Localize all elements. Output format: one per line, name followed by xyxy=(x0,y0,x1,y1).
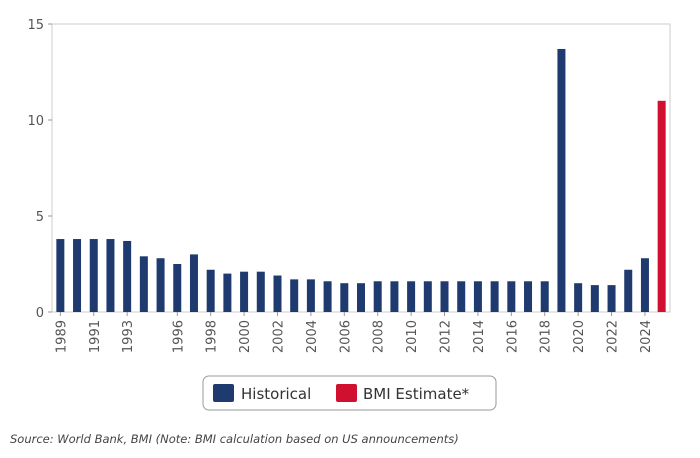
bar-2015 xyxy=(490,281,499,312)
bar-2008 xyxy=(373,281,382,312)
x-tick-label: 2018 xyxy=(539,320,554,353)
bar-2024 xyxy=(640,258,649,312)
bar-1991 xyxy=(89,239,98,312)
y-tick-label: 5 xyxy=(36,210,44,225)
x-tick-label: 2008 xyxy=(372,320,387,353)
x-tick-label: 2014 xyxy=(472,320,487,353)
bar-2009 xyxy=(390,281,399,312)
y-tick-label: 0 xyxy=(36,306,44,321)
bar-2023 xyxy=(624,269,633,312)
bar-2018 xyxy=(540,281,549,312)
bar-2021 xyxy=(590,285,599,312)
bar-1992 xyxy=(106,239,115,312)
x-axis: 1989 1991 1993 1996 1998 2000 2002 2004 2006 2008… xyxy=(54,312,654,353)
bar-2005 xyxy=(323,281,332,312)
x-tick-label: 2012 xyxy=(439,320,454,353)
y-axis: 0 5 10 15 xyxy=(27,18,52,321)
bar-2020 xyxy=(574,283,583,312)
source-note: Source: World Bank, BMI (Note: BMI calcu… xyxy=(10,432,459,446)
x-tick-label: 2022 xyxy=(606,320,621,353)
x-tick-label: 1998 xyxy=(205,320,220,353)
bar-2006 xyxy=(340,283,349,312)
bar-2000 xyxy=(240,271,249,312)
x-tick-label: 2000 xyxy=(238,320,253,353)
x-tick-label: 2002 xyxy=(271,320,286,353)
plot-area xyxy=(51,23,671,313)
bar-1990 xyxy=(73,239,82,312)
y-tick-label: 15 xyxy=(27,18,44,33)
bar-2022 xyxy=(607,285,616,312)
bar-1996 xyxy=(173,264,182,312)
x-tick-label: 2006 xyxy=(338,320,353,353)
bar-2010 xyxy=(407,281,416,312)
legend-label-bmi-estimate: BMI Estimate* xyxy=(363,385,470,403)
bar-2014 xyxy=(473,281,482,312)
x-tick-label: 1989 xyxy=(54,320,69,353)
bar-2004 xyxy=(306,279,315,312)
x-tick-label: 1991 xyxy=(88,320,103,353)
bar-1995 xyxy=(156,258,165,312)
bar-2013 xyxy=(457,281,466,312)
legend: Historical BMI Estimate* xyxy=(202,375,497,411)
x-tick-label: 2010 xyxy=(405,320,420,353)
bar-1994 xyxy=(139,256,148,312)
x-tick-label: 2004 xyxy=(305,320,320,353)
legend-label-historical: Historical xyxy=(241,385,311,403)
y-tick-label: 10 xyxy=(27,114,44,129)
bar-2003 xyxy=(290,279,299,312)
chart-svg: 0 5 10 15 1989 1991 1993 1996 1998 2000 2002 2004 2… xyxy=(27,18,671,411)
bar-2001 xyxy=(256,271,265,312)
bar-1989 xyxy=(56,239,65,312)
bar-2002 xyxy=(273,275,282,312)
legend-swatch-historical xyxy=(213,384,234,402)
bar-2012 xyxy=(440,281,449,312)
x-tick-label: 2020 xyxy=(572,320,587,353)
bars-group xyxy=(56,48,666,313)
bar-2007 xyxy=(357,283,365,312)
bar-1998 xyxy=(206,269,215,312)
bar-1993 xyxy=(123,240,132,312)
x-tick-label: 1993 xyxy=(121,320,136,353)
x-tick-label: 1996 xyxy=(171,320,186,353)
x-tick-label: 2016 xyxy=(505,320,520,353)
x-tick-label: 2024 xyxy=(639,320,654,353)
bar-2017 xyxy=(524,281,533,312)
legend-swatch-bmi-estimate xyxy=(336,384,357,402)
bar-2016 xyxy=(507,281,516,312)
bar-2025 xyxy=(657,100,666,312)
bar-2011 xyxy=(423,281,432,312)
bar-1999 xyxy=(223,273,232,312)
bar-2019 xyxy=(557,48,566,313)
bar-1997 xyxy=(189,254,198,312)
